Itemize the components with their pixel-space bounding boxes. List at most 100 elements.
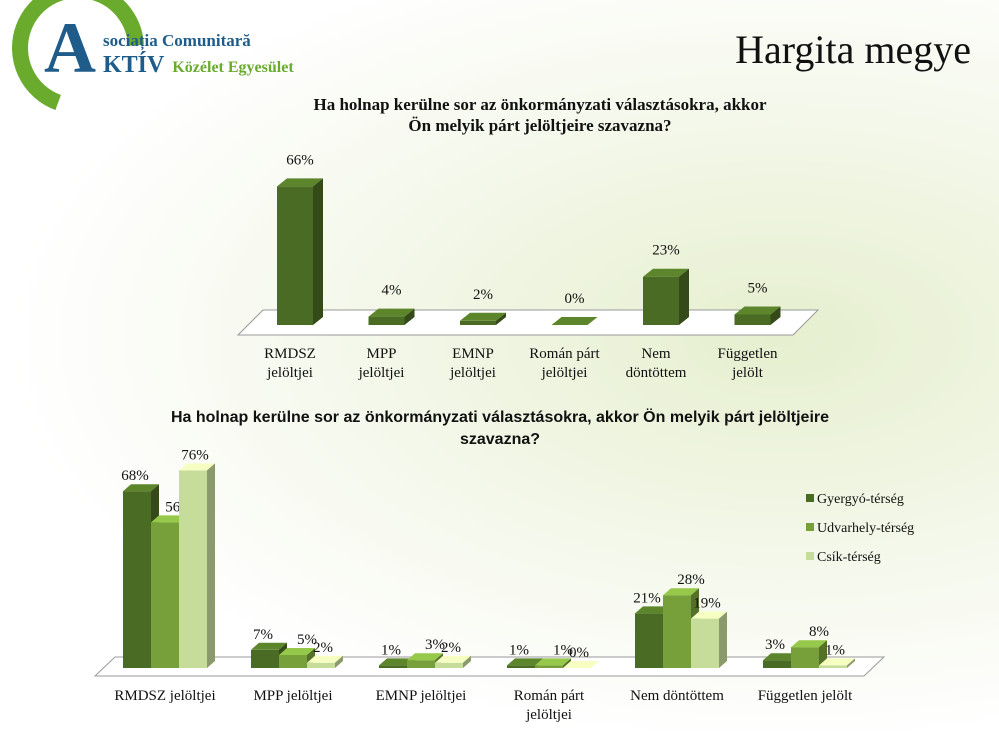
chart2-data-label-1-1: 5% [297, 632, 317, 648]
chart1-bar-1 [368, 308, 415, 325]
chart2-data-label-2-5: 1% [825, 642, 845, 658]
chart2-bar-0-2-top [379, 658, 415, 666]
chart2-bar-0-3-front [507, 665, 535, 668]
chart2-data-label-1-3: 1% [553, 642, 573, 658]
chart2-bar-2-1 [307, 655, 343, 668]
chart2-title-line2: szavazna? [459, 431, 541, 448]
chart2-category-label-5-0: Független jelölt [758, 688, 853, 704]
chart1-bar-0 [277, 178, 323, 325]
chart2-legend-swatch-0 [806, 494, 814, 502]
chart1-category-label-5-1: jelölt [731, 365, 764, 381]
chart2-data-label-2-2: 2% [441, 640, 461, 656]
logo-line2: Közélet Egyesület [172, 59, 294, 76]
chart1-title-line2: Ön melyik párt jelöltjeire szavazna? [408, 116, 672, 135]
page-title: Hargita megye [735, 27, 971, 72]
chart2-bar-2-0 [179, 463, 215, 668]
chart2-data-label-0-4: 21% [633, 590, 661, 606]
chart1-bar-2-front [460, 320, 496, 325]
chart2-bar-2-2 [435, 655, 471, 668]
logo-letter: A [44, 8, 96, 88]
chart2-bar-2-5-side [847, 658, 855, 668]
chart2-bar-0-4-front [635, 613, 663, 668]
chart2-legend-swatch-2 [806, 552, 814, 560]
chart1-bar-5-side [770, 306, 781, 325]
chart2-bar-2-1-top [307, 655, 343, 663]
chart1-bar-0-side [313, 178, 323, 325]
chart2-bar-0-5-top [763, 653, 799, 661]
chart1-bar-0-top [277, 178, 323, 187]
chart2-data-label-2-0: 76% [181, 447, 209, 463]
logo-circle-icon [12, 0, 144, 110]
chart1-bar-0-front [277, 186, 313, 325]
chart2-bar-1-3-top [535, 658, 571, 666]
chart2-bar-1-4-front [663, 595, 691, 668]
logo: A sociația Comunitară KTÍV Közélet Egyes… [12, 0, 294, 110]
chart2-bar-1-1-front [279, 655, 307, 668]
chart1-bar-4-front [643, 276, 679, 325]
chart1-title-line1: Ha holnap kerülne sor az önkormányzati v… [313, 95, 767, 114]
chart2-bar-0-4-top [635, 606, 671, 614]
chart2-category-label-2-0: EMNP jelöltjei [376, 688, 467, 704]
chart2-title-line1: Ha holnap kerülne sor az önkormányzati v… [170, 409, 830, 426]
chart2-bar-1-2-top [407, 653, 443, 661]
chart2-bar-2-4 [691, 611, 727, 668]
chart1-bar-3 [551, 317, 598, 325]
chart2-bar-2-3 [563, 661, 599, 668]
chart2-data-label-2-1: 2% [313, 640, 333, 656]
chart1-category-label-4-1: döntöttem [626, 365, 687, 381]
chart2-bar-2-2-side [463, 655, 471, 668]
chart2-bar-1-0-front [151, 522, 179, 668]
chart2-bar-1-2-front [407, 660, 435, 668]
chart2-bar-1-5-top [791, 640, 827, 648]
chart2-bar-2-4-side [719, 611, 727, 668]
chart2-bar-2-0-side [207, 463, 215, 668]
chart1-data-label-5: 5% [748, 281, 768, 297]
chart1-data-label-3: 0% [565, 291, 585, 307]
chart2-data-label-0-0: 68% [121, 468, 149, 484]
chart2-bar-2-4-top [691, 611, 727, 619]
chart2-data-label-0-3: 1% [509, 642, 529, 658]
chart1-category-label-4-0: Nem [641, 346, 670, 362]
chart2-bar-2-3-top [563, 661, 599, 668]
chart2-data-label-1-2: 3% [425, 637, 445, 653]
chart2-bar-1-4-top [663, 588, 699, 596]
chart1-bar-1-top [368, 308, 415, 317]
chart2-bar-2-5-top [819, 658, 855, 666]
chart2-legend-swatch-1 [806, 523, 814, 531]
chart2-category-label-4-0: Nem döntöttem [630, 688, 724, 704]
logo-ktiv: KTÍV [103, 52, 165, 78]
chart1-category-label-0-1: jelöltjei [266, 365, 313, 381]
chart2-bar-1-3-side [563, 658, 571, 668]
chart2-bar-1-1-top [279, 648, 315, 655]
chart2-data-label-0-1: 7% [253, 627, 273, 643]
chart2-bar-0-0-front [123, 491, 151, 668]
chart2-bar-1-3 [535, 658, 571, 668]
chart2-bar-2-1-side [335, 655, 343, 668]
chart2-legend-label-1: Udvarhely-térség [817, 521, 914, 536]
chart1-data-label-2: 2% [473, 287, 493, 303]
chart1-bar-1-side [404, 308, 415, 325]
chart1-category-label-2-1: jelöltjei [449, 365, 496, 381]
chart1-bar-5-front [734, 314, 771, 325]
chart1-bar-4-top [643, 268, 689, 277]
chart1-title: Ha holnap kerülne sor az önkormányzati v… [240, 94, 840, 136]
chart2-data-label-2-4: 19% [693, 596, 721, 612]
chart2-data-label-2-3: 0% [569, 645, 589, 661]
logo-line1: sociația Comunitară [103, 31, 251, 51]
chart1-bar-1-front [368, 316, 405, 325]
chart1-bar-4-side [679, 268, 689, 325]
chart1-bar-2-top [460, 312, 506, 321]
chart1-bar-2-side [496, 312, 506, 325]
chart1-category-label-5-0: Független [718, 346, 778, 362]
chart2-bar-1-5-front [791, 647, 819, 668]
chart2-bar-2-4-front [691, 618, 719, 668]
chart1-category-label-3-1: jelöltjei [541, 365, 588, 381]
chart1-data-label-0: 66% [286, 152, 314, 168]
chart2-bar-1-0-top [151, 515, 187, 523]
chart2-bar-2-2-front [435, 662, 463, 668]
chart2-bar-0-1-front [251, 649, 279, 668]
chart2-title: Ha holnap kerülne sor az önkormányzati v… [120, 407, 880, 451]
chart2-bar-1-3-front [535, 665, 563, 668]
